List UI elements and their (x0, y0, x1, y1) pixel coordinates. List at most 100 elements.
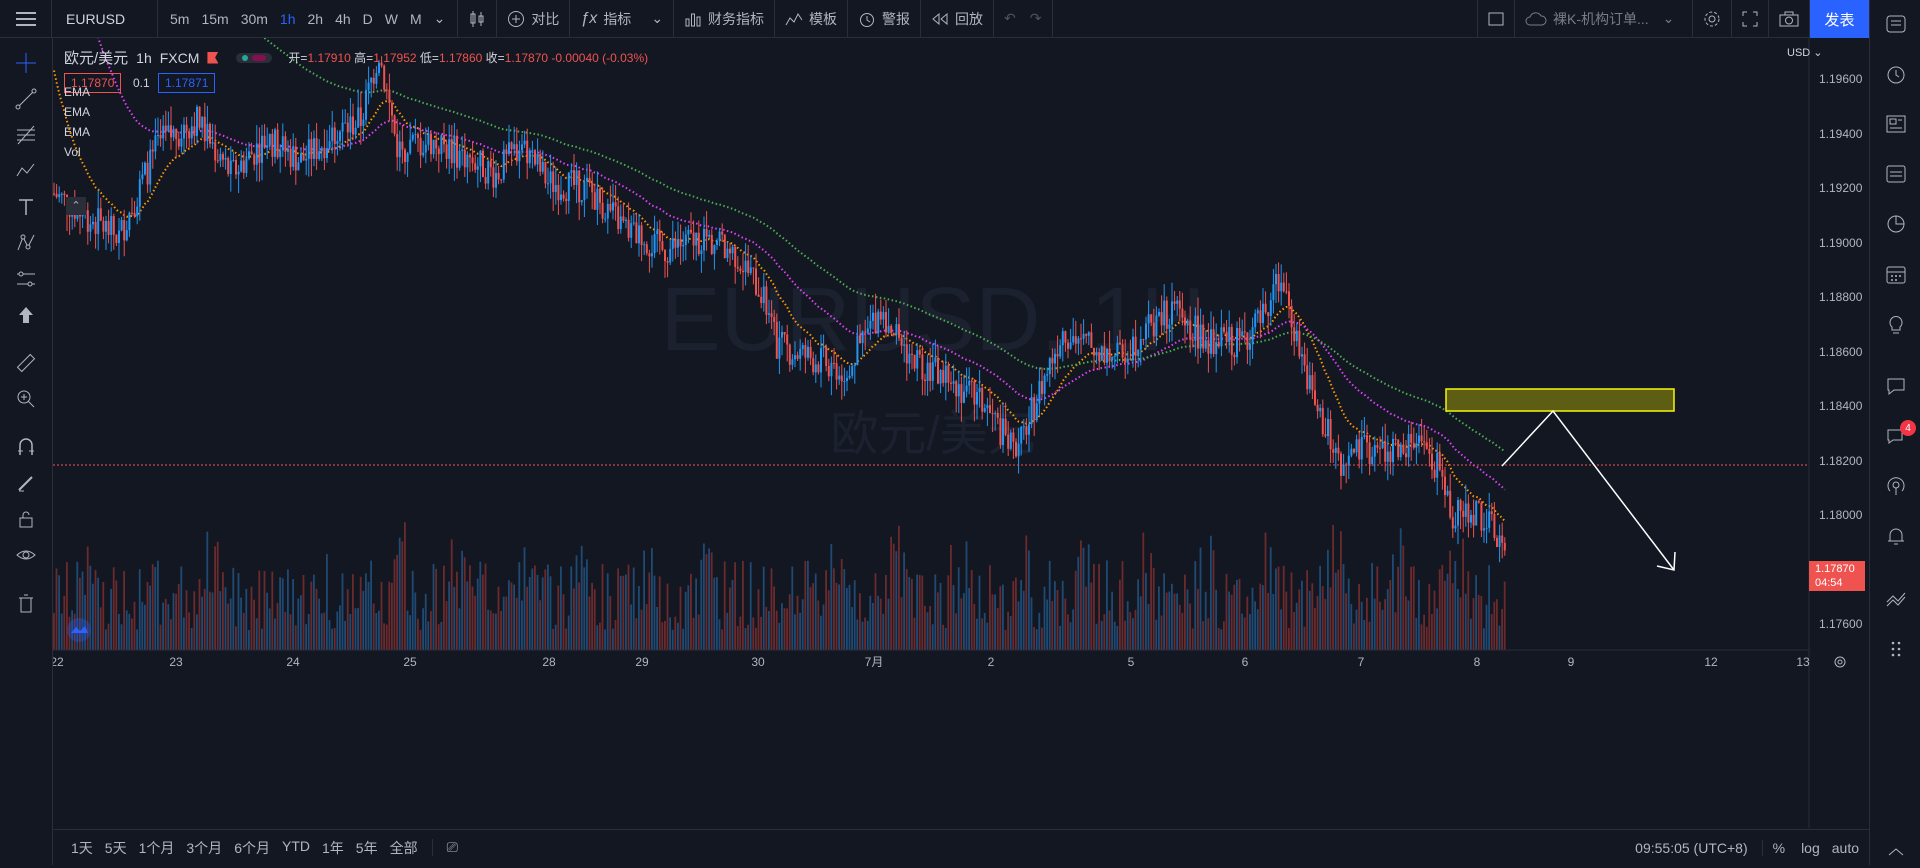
measure-icon[interactable] (13, 266, 39, 292)
candle-body (1316, 404, 1319, 412)
indicator-label[interactable]: EMA (64, 85, 91, 99)
settings-button[interactable] (1693, 0, 1732, 38)
zoom-in-icon[interactable] (13, 386, 39, 412)
calendar-icon[interactable] (1882, 260, 1910, 288)
redo-icon[interactable]: ↷ (1029, 10, 1042, 26)
candle-body (281, 136, 284, 151)
range-5[interactable]: YTD (281, 837, 310, 854)
undo-icon[interactable]: ↶ (1004, 10, 1016, 26)
range-0[interactable]: 1天 (71, 839, 93, 856)
pencil-lock-icon[interactable] (13, 470, 39, 496)
chart-type-button[interactable] (458, 0, 498, 38)
interval-30m[interactable]: 30m (240, 10, 268, 27)
symbol-name[interactable]: 欧元/美元 (64, 50, 129, 67)
projection-icon[interactable] (13, 230, 39, 256)
indicator-label[interactable]: EMA (64, 125, 91, 139)
range-6[interactable]: 1年 (321, 839, 344, 856)
range-1[interactable]: 5天 (104, 839, 127, 856)
price-axis[interactable]: 1.19600 1.19400 1.19200 1.19000 1.18800 1.186… (1819, 72, 1863, 631)
percent-toggle[interactable]: % (1761, 839, 1795, 856)
alert-button[interactable]: 警报 (848, 0, 922, 38)
volume-bar (1119, 579, 1121, 650)
range-3[interactable]: 3个月 (186, 839, 223, 856)
interval-4h[interactable]: 4h (335, 10, 351, 27)
collapse-legend-icon[interactable]: ⌃ (66, 197, 86, 215)
interval-M[interactable]: M (410, 10, 422, 27)
indicators-button[interactable]: ƒx 指标 ⌄ (570, 0, 675, 38)
volume-bar (1277, 566, 1280, 650)
eye-icon[interactable] (13, 542, 39, 568)
trash-icon[interactable] (13, 590, 39, 616)
list-icon[interactable] (1882, 10, 1910, 38)
collapse-icon[interactable] (1882, 840, 1910, 868)
chat-icon[interactable] (1882, 372, 1910, 400)
templates-button[interactable]: 模板 (775, 0, 849, 38)
legend-exchange: FXCM (159, 49, 200, 66)
layout-toggle[interactable] (1477, 0, 1515, 38)
volume-bar (885, 574, 887, 650)
interval-D[interactable]: D (362, 10, 373, 27)
fullscreen-button[interactable] (1732, 0, 1769, 38)
fib-tool-icon[interactable] (13, 122, 39, 148)
trend-icon[interactable] (1882, 585, 1910, 613)
volume-bar (804, 560, 807, 650)
crosshair-icon[interactable] (13, 50, 39, 76)
lock-icon[interactable] (13, 506, 39, 532)
pie-chart-icon[interactable] (1882, 210, 1910, 238)
news-icon[interactable] (1882, 110, 1910, 138)
market-status-toggle[interactable] (236, 52, 273, 63)
volume-bar (1251, 587, 1254, 650)
indicator-label[interactable]: Vol (64, 145, 81, 159)
publish-button[interactable]: 发表 (1810, 0, 1869, 38)
candle-body (151, 149, 154, 152)
replay-button[interactable]: 回放 (921, 0, 995, 38)
pattern-icon[interactable] (13, 158, 39, 184)
financials-button[interactable]: 财务指标 (674, 0, 776, 38)
chevron-down-icon[interactable]: ⌄ (1662, 10, 1675, 26)
magnet-icon[interactable] (13, 434, 39, 460)
menu-icon[interactable] (0, 0, 52, 38)
volume-bar (742, 560, 744, 650)
compare-button[interactable]: 对比 (497, 0, 571, 38)
log-toggle[interactable]: log (1801, 839, 1820, 856)
dropdown-chevron-icon[interactable]: ⌄ (433, 10, 446, 26)
candle-body (796, 355, 799, 359)
stream-icon[interactable] (1882, 472, 1910, 500)
alarm-clock-icon[interactable] (1882, 60, 1910, 88)
lightbulb-icon[interactable] (1882, 310, 1910, 338)
candle-body (422, 152, 425, 156)
arrow-up-icon[interactable] (13, 302, 39, 328)
gear-icon[interactable] (1834, 656, 1846, 668)
ruler-icon[interactable] (13, 350, 39, 376)
volume-bar (1350, 603, 1353, 650)
interval-15m[interactable]: 15m (201, 10, 229, 27)
indicator-label[interactable]: EMA (64, 105, 91, 119)
interval-1h[interactable]: 1h (279, 10, 296, 27)
range-7[interactable]: 5年 (355, 839, 378, 856)
auto-toggle[interactable]: auto (1831, 839, 1859, 856)
layout-selector[interactable]: 裸K-机构订单... ⌄ (1515, 0, 1693, 38)
buy-button[interactable]: 1.17871 (158, 73, 216, 93)
bell-icon[interactable] (1882, 522, 1910, 550)
range-2[interactable]: 1个月 (138, 839, 175, 856)
range-4[interactable]: 6个月 (234, 839, 270, 856)
supply-zone-rectangle[interactable] (1445, 388, 1675, 412)
symbol-search[interactable]: EURUSD (52, 0, 158, 38)
interval-W[interactable]: W (384, 10, 398, 27)
interval-2h[interactable]: 2h (307, 10, 324, 27)
sell-button[interactable]: 1.17870 (64, 73, 122, 93)
price-chart[interactable]: EURUSD, 1H 欧元/美元 1.196001.194001.192001.… (53, 38, 1869, 828)
interval-5m[interactable]: 5m (170, 10, 190, 27)
snapshot-button[interactable] (1769, 0, 1810, 38)
time-axis[interactable]: 22 23 24 25 28 29 30 7月 2 5 6 7 8 9 12 13 (53, 655, 1810, 669)
text-icon[interactable] (13, 194, 39, 220)
date-range-icon[interactable]: ⎚ (431, 839, 458, 856)
projection-arrow[interactable] (1501, 409, 1675, 571)
flag-icon[interactable] (207, 51, 219, 64)
grip-icon[interactable] (1882, 635, 1910, 663)
range-8[interactable]: 全部 (389, 839, 418, 856)
chevron-down-icon[interactable]: ⌄ (651, 10, 664, 26)
trend-line-icon[interactable] (13, 86, 39, 112)
watchlist-icon[interactable] (1882, 160, 1910, 188)
currency-selector[interactable]: USD ⌄ (1787, 47, 1823, 59)
